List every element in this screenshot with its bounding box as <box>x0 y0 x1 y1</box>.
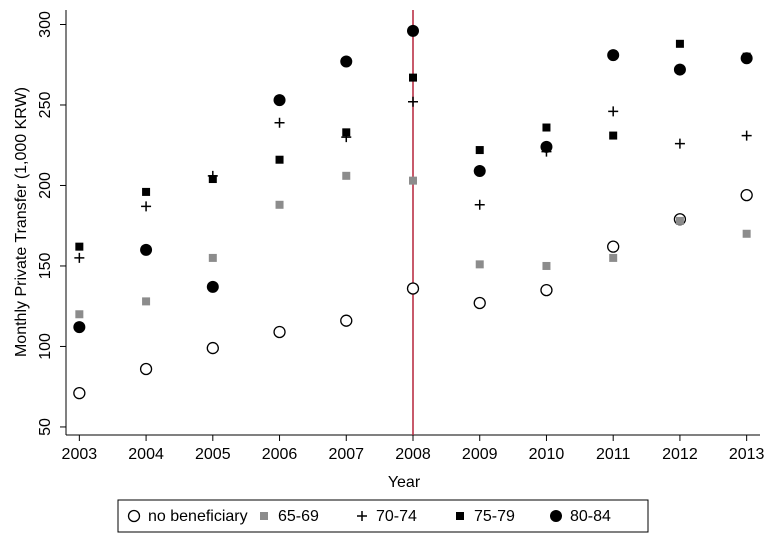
marker <box>607 240 620 253</box>
marker <box>609 131 618 140</box>
marker <box>275 155 284 164</box>
x-axis-label: Year <box>388 474 421 491</box>
legend-marker <box>550 510 562 522</box>
legend-box <box>117 499 649 533</box>
marker <box>208 175 217 184</box>
marker <box>75 310 84 319</box>
marker <box>140 243 153 256</box>
marker <box>607 49 620 62</box>
y-tick-label: 300 <box>37 11 54 38</box>
marker <box>342 128 351 137</box>
marker <box>407 24 419 37</box>
marker <box>141 201 152 212</box>
marker <box>139 362 153 376</box>
legend-label: 75-79 <box>474 508 515 525</box>
marker <box>73 386 86 400</box>
marker <box>206 280 219 293</box>
marker <box>475 146 484 155</box>
marker <box>406 282 420 295</box>
x-tick-label: 2009 <box>462 446 498 463</box>
marker <box>542 261 551 270</box>
x-tick-label: 2010 <box>529 446 565 463</box>
marker <box>408 96 418 107</box>
marker <box>540 140 553 153</box>
marker <box>542 123 551 132</box>
marker <box>142 297 151 306</box>
marker <box>741 130 752 141</box>
marker <box>208 253 217 262</box>
marker <box>740 52 753 65</box>
marker <box>342 171 351 180</box>
marker <box>608 106 619 117</box>
x-tick-label: 2004 <box>128 446 164 463</box>
y-tick-label: 200 <box>37 172 54 199</box>
x-tick-label: 2012 <box>662 446 698 463</box>
legend-marker <box>127 509 141 523</box>
marker <box>474 199 485 210</box>
legend-label: 70-74 <box>376 508 417 525</box>
y-axis-label: Monthly Private Transfer (1,000 KRW) <box>13 87 30 357</box>
legend-label: 80-84 <box>570 508 611 525</box>
marker <box>73 321 86 334</box>
legend-label: no beneficiary <box>148 508 248 525</box>
marker <box>473 296 486 310</box>
x-tick-label: 2005 <box>195 446 231 463</box>
marker <box>340 55 353 68</box>
marker <box>740 188 753 202</box>
marker <box>75 242 84 251</box>
marker <box>273 94 286 107</box>
y-tick-label: 100 <box>37 333 54 360</box>
marker <box>674 138 685 149</box>
marker <box>609 253 618 262</box>
marker <box>409 73 417 82</box>
marker <box>675 216 684 225</box>
marker <box>540 283 553 297</box>
x-tick-label: 2013 <box>729 446 765 463</box>
y-tick-label: 250 <box>37 92 54 119</box>
marker <box>475 260 484 269</box>
x-tick-label: 2003 <box>62 446 98 463</box>
marker <box>473 164 486 177</box>
marker <box>340 314 353 327</box>
marker <box>673 63 686 76</box>
marker <box>742 229 751 238</box>
marker <box>275 200 284 209</box>
x-tick-label: 2007 <box>328 446 364 463</box>
marker <box>274 117 285 128</box>
marker <box>206 341 219 355</box>
legend-marker <box>357 511 367 521</box>
x-tick-label: 2006 <box>262 446 298 463</box>
y-tick-label: 50 <box>37 418 54 436</box>
marker <box>675 39 684 48</box>
marker <box>409 176 417 185</box>
marker <box>74 252 85 263</box>
y-tick-label: 150 <box>37 253 54 280</box>
legend-label: 65-69 <box>278 508 319 525</box>
legend-marker <box>456 512 464 520</box>
marker <box>142 187 151 196</box>
marker <box>273 325 286 339</box>
x-tick-label: 2008 <box>395 446 431 463</box>
x-tick-label: 2011 <box>596 446 631 463</box>
legend-marker <box>260 512 268 520</box>
